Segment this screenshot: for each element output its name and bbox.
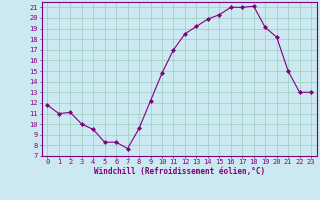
- X-axis label: Windchill (Refroidissement éolien,°C): Windchill (Refroidissement éolien,°C): [94, 167, 265, 176]
